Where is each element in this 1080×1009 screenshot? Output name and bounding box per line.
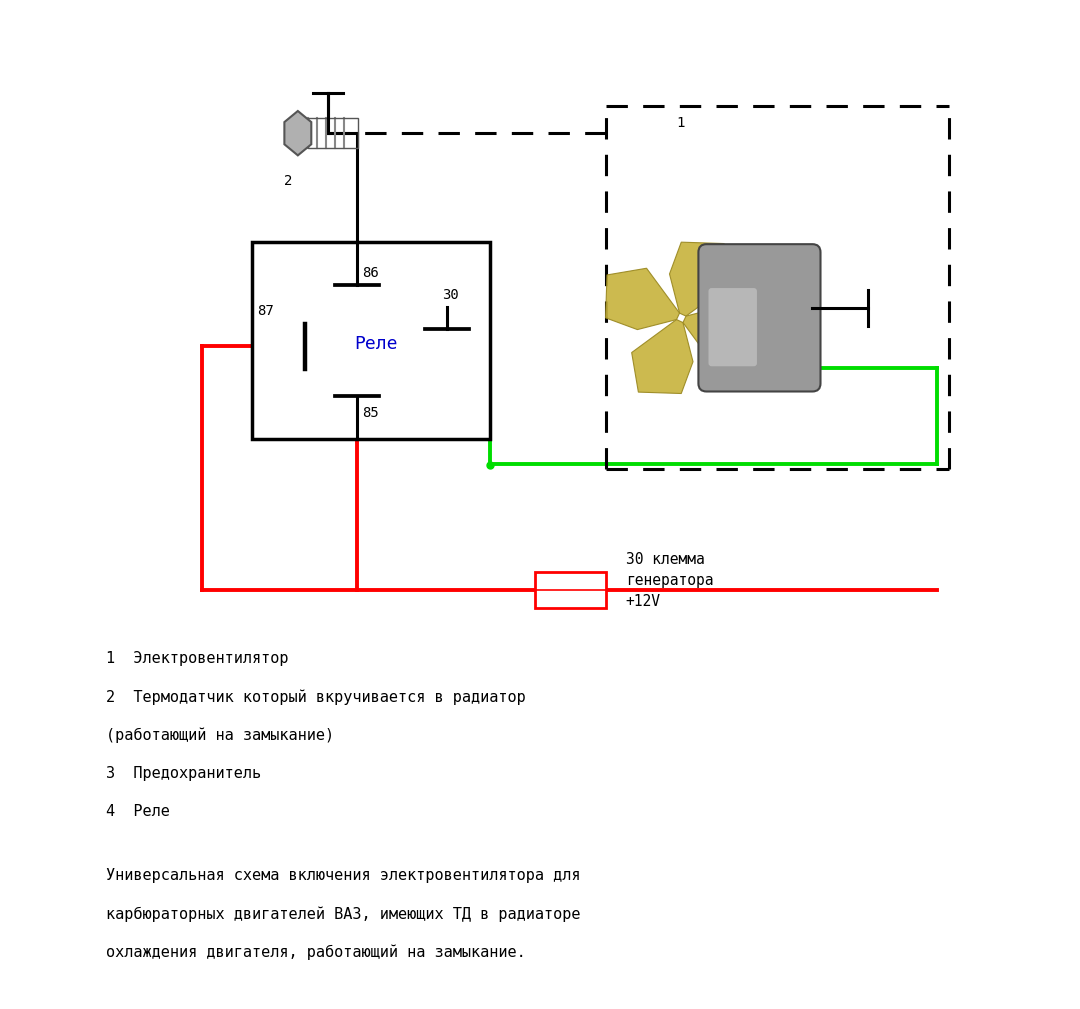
FancyBboxPatch shape (699, 244, 821, 391)
Polygon shape (606, 268, 679, 330)
Polygon shape (284, 111, 311, 155)
Polygon shape (683, 306, 757, 367)
Text: 87: 87 (257, 304, 274, 318)
Bar (308, 118, 359, 148)
Bar (535, 572, 606, 608)
Text: 30 клемма
генератора
+12V: 30 клемма генератора +12V (625, 552, 713, 608)
Text: Реле: Реле (354, 335, 397, 353)
Text: охлаждения двигателя, работающий на замыкание.: охлаждения двигателя, работающий на замы… (106, 944, 526, 960)
Bar (253, 242, 489, 439)
Polygon shape (670, 242, 731, 316)
Text: 3  Предохранитель: 3 Предохранитель (106, 766, 261, 781)
Text: 2: 2 (284, 174, 292, 188)
Text: Универсальная схема включения электровентилятора для: Универсальная схема включения электровен… (106, 868, 581, 883)
Text: 2  Термодатчик который вкручивается в радиатор: 2 Термодатчик который вкручивается в рад… (106, 689, 526, 704)
Text: 4  Реле: 4 Реле (106, 804, 170, 819)
FancyBboxPatch shape (708, 288, 757, 366)
Text: карбюраторных двигателей ВАЗ, имеющих ТД в радиаторе: карбюраторных двигателей ВАЗ, имеющих ТД… (106, 906, 581, 921)
Text: 86: 86 (362, 266, 379, 281)
Text: 1: 1 (676, 116, 685, 130)
Text: 30: 30 (442, 289, 459, 302)
Text: (работающий на замыкание): (работающий на замыкание) (106, 727, 334, 743)
Text: 1  Электровентилятор: 1 Электровентилятор (106, 651, 288, 666)
Text: 85: 85 (362, 406, 379, 420)
Polygon shape (632, 320, 693, 394)
